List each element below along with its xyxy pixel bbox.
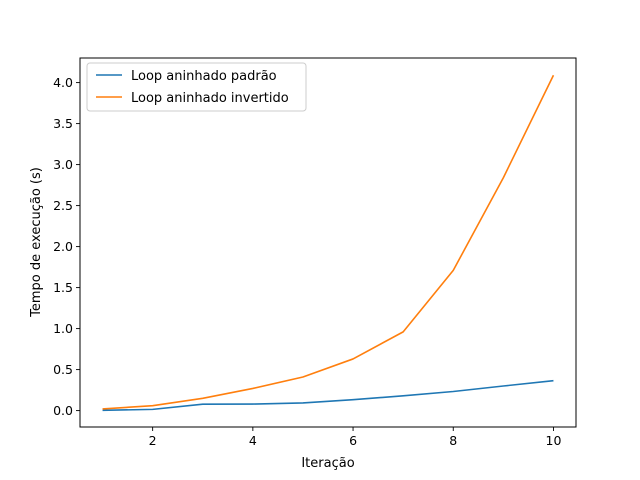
legend: Loop aninhado padrão Loop aninhado inver… [86,62,307,112]
x-tick-label: 8 [449,433,457,448]
y-axis-ticks: 0.0 0.5 1.0 1.5 2.0 2.5 3.0 3.5 4.0 [53,75,80,418]
series-line-0 [102,379,554,412]
x-tick-label: 10 [546,433,562,448]
axes-frame [79,57,577,428]
y-tick-label: 3.5 [53,116,73,131]
y-tick-label: 0.5 [53,362,73,377]
y-axis-label: Tempo de execução (s) [29,167,44,318]
y-tick-label: 0.0 [53,403,73,418]
plot-area [102,74,555,412]
y-tick-label: 4.0 [53,75,73,90]
legend-box [86,62,307,112]
legend-label-inverted: Loop aninhado invertido [131,91,289,106]
y-tick-label: 3.0 [53,157,73,172]
y-tick-label: 1.5 [53,280,73,295]
y-tick-label: 2.5 [53,198,73,213]
x-tick-label: 6 [349,433,357,448]
x-axis-label: Iteração [301,456,354,471]
y-tick-label: 2.0 [53,239,73,254]
legend-label-standard: Loop aninhado padrão [131,69,277,84]
x-axis-ticks: 2 4 6 8 10 [149,427,562,448]
series-line-1 [102,74,555,410]
x-tick-label: 4 [249,433,257,448]
y-tick-label: 1.0 [53,321,73,336]
x-tick-label: 2 [149,433,157,448]
